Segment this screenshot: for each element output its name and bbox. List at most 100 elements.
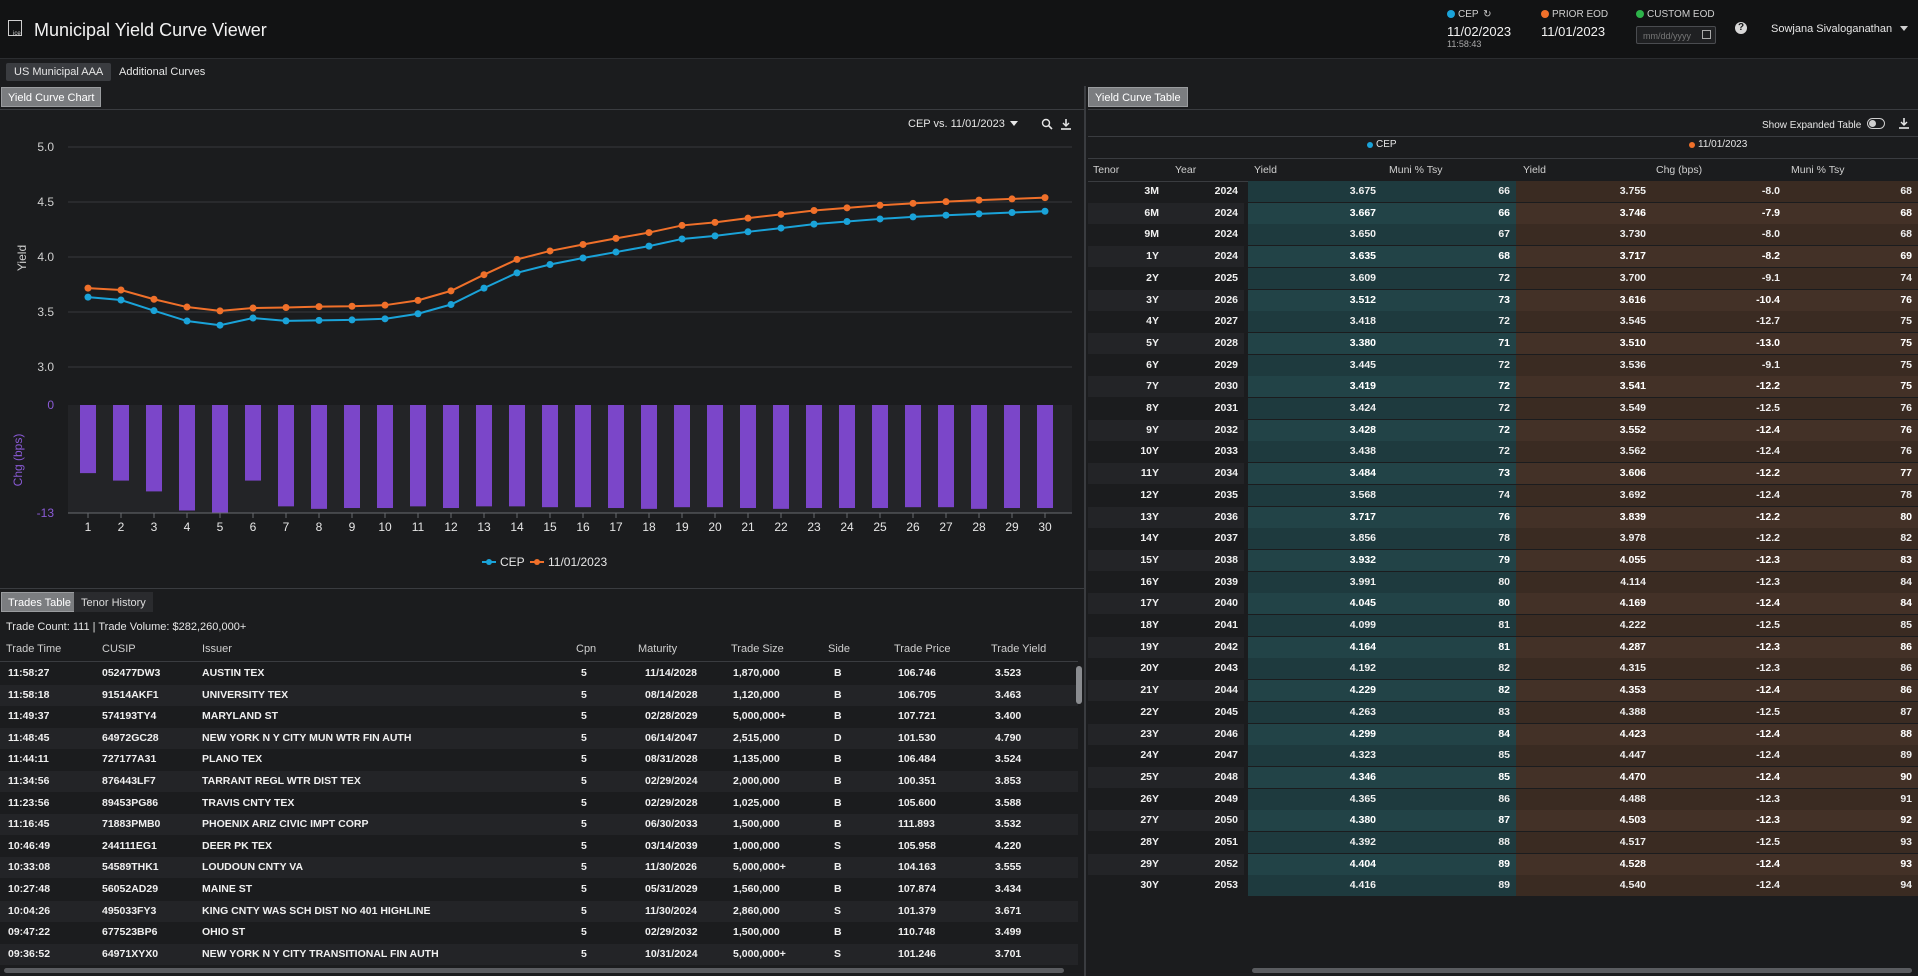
- table-row[interactable]: 11:23:56 89453PG86 TRAVIS CNTY TEX 5 02/29/2…: [0, 793, 1078, 814]
- series-point[interactable]: [480, 271, 488, 279]
- col-trade-price[interactable]: Trade Price: [894, 643, 951, 655]
- series-point[interactable]: [777, 210, 785, 218]
- compare-dropdown[interactable]: CEP vs. 11/01/2023: [908, 118, 1018, 130]
- change-bar[interactable]: [113, 405, 129, 481]
- series-point[interactable]: [513, 255, 521, 263]
- series-point[interactable]: [84, 284, 92, 292]
- table-row[interactable]: 18Y 2041 4.099 81 4.222 -12.5 85: [1088, 615, 1918, 636]
- series-point[interactable]: [678, 235, 686, 243]
- table-row[interactable]: 1Y 2024 3.635 68 3.717 -8.2 69: [1088, 246, 1918, 268]
- series-point[interactable]: [744, 228, 752, 236]
- change-bar[interactable]: [806, 405, 822, 509]
- series-point[interactable]: [1008, 209, 1016, 217]
- series-point[interactable]: [810, 206, 818, 214]
- change-bar[interactable]: [839, 405, 855, 509]
- change-bar[interactable]: [1004, 405, 1020, 509]
- col-cusip[interactable]: CUSIP: [102, 643, 136, 655]
- table-row[interactable]: 9Y 2032 3.428 72 3.552 -12.4 76: [1088, 419, 1918, 441]
- change-bar[interactable]: [80, 405, 96, 474]
- series-point[interactable]: [414, 296, 422, 304]
- series-point[interactable]: [1041, 194, 1049, 202]
- series-point[interactable]: [150, 307, 158, 315]
- series-point[interactable]: [1008, 195, 1016, 203]
- series-point[interactable]: [843, 204, 851, 212]
- table-row[interactable]: 25Y 2048 4.346 85 4.470 -12.4 90: [1088, 766, 1918, 788]
- change-bar[interactable]: [179, 405, 195, 511]
- table-row[interactable]: 11:48:45 64972GC28 NEW YORK N Y CITY MUN W…: [0, 727, 1078, 749]
- table-row[interactable]: 26Y 2049 4.365 86 4.488 -12.3 91: [1088, 788, 1918, 810]
- table-row[interactable]: 5Y 2028 3.380 71 3.510 -13.0 75: [1088, 332, 1918, 354]
- series-point[interactable]: [1041, 207, 1049, 215]
- series-point[interactable]: [975, 196, 983, 204]
- table-row[interactable]: 11:44:11 727177A31 PLANO TEX 5 08/31/2028 1,1…: [0, 749, 1078, 770]
- series-point[interactable]: [249, 304, 257, 312]
- col-prior-muni-tsy[interactable]: Muni % Tsy: [1791, 164, 1845, 176]
- series-point[interactable]: [744, 214, 752, 222]
- table-row[interactable]: 11Y 2034 3.484 73 3.606 -12.2 77: [1088, 463, 1918, 485]
- calendar-icon[interactable]: [1702, 30, 1711, 39]
- tab-us-municipal-aaa[interactable]: US Municipal AAA: [6, 63, 112, 81]
- change-bar[interactable]: [707, 405, 723, 508]
- table-row[interactable]: 11:49:37 574193TY4 MARYLAND ST 5 02/28/2029 5…: [0, 706, 1078, 727]
- change-bar[interactable]: [608, 405, 624, 509]
- change-bar[interactable]: [971, 405, 987, 509]
- series-point[interactable]: [942, 198, 950, 206]
- custom-eod-date-input[interactable]: mm/dd/yyyy: [1636, 26, 1716, 44]
- series-point[interactable]: [84, 293, 92, 301]
- download-icon[interactable]: [1060, 118, 1072, 130]
- table-row[interactable]: 8Y 2031 3.424 72 3.549 -12.5 76: [1088, 398, 1918, 419]
- series-point[interactable]: [777, 224, 785, 232]
- table-row[interactable]: 24Y 2047 4.323 85 4.447 -12.4 89: [1088, 745, 1918, 767]
- table-row[interactable]: 17Y 2040 4.045 80 4.169 -12.4 84: [1088, 593, 1918, 615]
- change-bar[interactable]: [509, 405, 525, 507]
- table-row[interactable]: 13Y 2036 3.717 76 3.839 -12.2 80: [1088, 506, 1918, 528]
- series-point[interactable]: [447, 301, 455, 309]
- table-row[interactable]: 14Y 2037 3.856 78 3.978 -12.2 82: [1088, 528, 1918, 550]
- series-point[interactable]: [645, 229, 653, 237]
- series-point[interactable]: [447, 287, 455, 295]
- help-icon[interactable]: ?: [1735, 22, 1747, 34]
- change-bar[interactable]: [740, 405, 756, 509]
- series-point[interactable]: [348, 302, 356, 310]
- col-tenor[interactable]: Tenor: [1093, 164, 1120, 176]
- series-point[interactable]: [612, 248, 620, 256]
- col-cpn[interactable]: Cpn: [576, 643, 597, 655]
- change-bar[interactable]: [905, 405, 921, 508]
- table-row[interactable]: 09:47:22 677523BP6 OHIO ST 5 02/29/2032 1,500…: [0, 922, 1078, 943]
- panel-divider[interactable]: [1084, 86, 1086, 976]
- col-issuer[interactable]: Issuer: [202, 643, 232, 655]
- col-side[interactable]: Side: [828, 643, 851, 655]
- series-point[interactable]: [546, 247, 554, 255]
- series-point[interactable]: [348, 316, 356, 324]
- table-row[interactable]: 11:58:18 91514AKF1 UNIVERSITY TEX 5 08/14/20…: [0, 684, 1078, 706]
- series-point[interactable]: [810, 220, 818, 228]
- table-row[interactable]: 21Y 2044 4.229 82 4.353 -12.4 86: [1088, 680, 1918, 702]
- table-row[interactable]: 29Y 2052 4.404 89 4.528 -12.4 93: [1088, 853, 1918, 875]
- series-point[interactable]: [843, 217, 851, 225]
- tab-tenor-history[interactable]: Tenor History: [74, 592, 153, 612]
- change-bar[interactable]: [311, 405, 327, 509]
- series-point[interactable]: [183, 317, 191, 325]
- series-point[interactable]: [711, 218, 719, 226]
- zoom-icon[interactable]: [1041, 118, 1053, 130]
- col-trade-yield[interactable]: Trade Yield: [991, 643, 1047, 655]
- col-cep-muni-tsy[interactable]: Muni % Tsy: [1389, 164, 1443, 176]
- series-point[interactable]: [645, 242, 653, 250]
- series-point[interactable]: [282, 317, 290, 325]
- yield-table-horizontal-scrollbar[interactable]: [1252, 968, 1912, 973]
- series-point[interactable]: [216, 321, 224, 329]
- table-row[interactable]: 16Y 2039 3.991 80 4.114 -12.3 84: [1088, 571, 1918, 593]
- series-point[interactable]: [315, 316, 323, 324]
- table-row[interactable]: 19Y 2042 4.164 81 4.287 -12.3 86: [1088, 636, 1918, 658]
- series-point[interactable]: [282, 303, 290, 311]
- change-bar[interactable]: [344, 405, 360, 509]
- col-chg-bps[interactable]: Chg (bps): [1656, 164, 1703, 176]
- tab-additional-curves[interactable]: Additional Curves: [119, 66, 206, 78]
- download-icon[interactable]: [1898, 117, 1910, 129]
- change-bar[interactable]: [938, 405, 954, 508]
- trades-vertical-scrollbar[interactable]: [1076, 666, 1082, 704]
- change-bar[interactable]: [377, 405, 393, 509]
- table-row[interactable]: 11:16:45 71883PMB0 PHOENIX ARIZ CIVIC IMPT…: [0, 814, 1078, 836]
- table-row[interactable]: 7Y 2030 3.419 72 3.541 -12.2 75: [1088, 376, 1918, 398]
- table-row[interactable]: 22Y 2045 4.263 83 4.388 -12.5 87: [1088, 701, 1918, 723]
